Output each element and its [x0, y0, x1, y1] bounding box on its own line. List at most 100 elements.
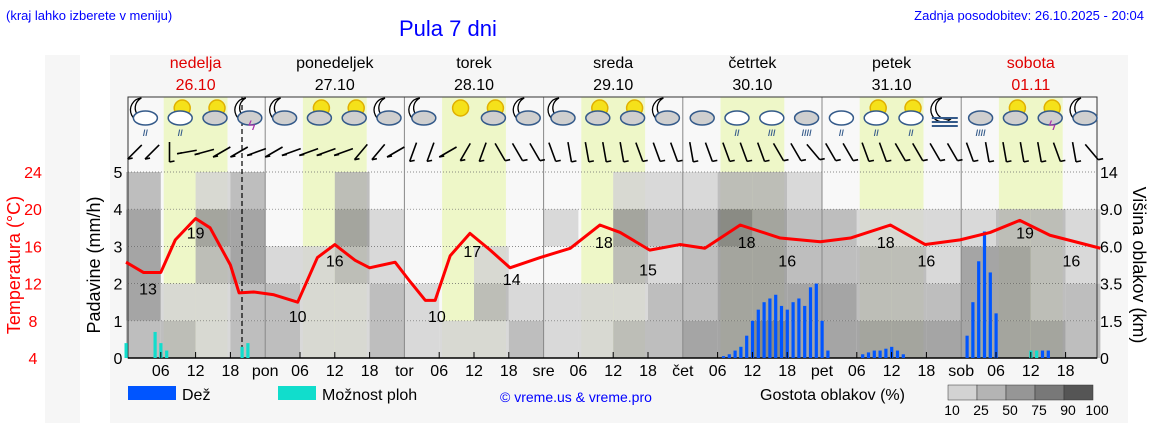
rain-drops: ///: [768, 128, 776, 138]
barb-flag: [504, 158, 511, 162]
x-tick-label: 12: [326, 363, 344, 380]
barb-staff: [494, 142, 506, 162]
wind-barb-icon: [984, 142, 995, 163]
x-tick-label: 18: [778, 363, 796, 380]
temperature-label: 10: [428, 309, 446, 326]
rain-bar: [895, 350, 900, 358]
cloud-cell: [891, 283, 927, 321]
x-tick-label: 18: [918, 363, 936, 380]
x-day-label: pet: [811, 363, 834, 380]
cloud-cell: [856, 283, 892, 321]
moon-cloud-icon: [408, 97, 437, 126]
barb-staff: [478, 142, 487, 162]
sun-cloud-light-rain-icon: //: [167, 99, 193, 138]
cloud-cell: [195, 246, 231, 284]
wind-barb-icon: [669, 142, 683, 163]
x-tick-label: 18: [361, 363, 379, 380]
cloud-height-tick-label: 0: [1100, 351, 1109, 368]
barb-staff: [353, 143, 368, 161]
barb-flag: [819, 157, 825, 161]
cloud-legend-swatch: [1005, 384, 1036, 401]
cloud-shape: [654, 110, 681, 126]
cloud-shape: [689, 110, 715, 126]
barb-flag: [988, 160, 995, 163]
sun-cloud-thunder-icon: ϟ: [1037, 99, 1063, 133]
wind-barb-icon: [842, 142, 859, 162]
rain-bar: [797, 298, 801, 358]
barb-staff: [842, 142, 854, 162]
cloud-cell: [648, 283, 683, 321]
rain-bar: [739, 346, 743, 358]
wind-barb-icon: [912, 142, 928, 162]
cloud-cell: [961, 209, 996, 247]
moon-cloud-icon: [269, 97, 298, 126]
moon-cloud-icon: [1069, 97, 1098, 126]
credit-link[interactable]: © vreme.us & vreme.pro: [500, 389, 652, 405]
cloud-icon: [689, 110, 715, 126]
wind-barb-icon: [548, 142, 561, 163]
cloud-cell: [717, 246, 753, 284]
cloud-legend-level: 75: [1031, 402, 1047, 418]
cloud-shape: [202, 110, 228, 126]
barb-flag: [800, 158, 807, 162]
barb-flag: [265, 155, 271, 158]
barb-staff: [722, 142, 731, 162]
wind-barb-icon: [281, 147, 301, 157]
wind-barb-icon: [825, 142, 841, 162]
barb-flag: [693, 160, 699, 163]
cloud-shape: [619, 110, 646, 126]
wind-barb-icon: [353, 143, 368, 161]
cloud-cell: [334, 320, 370, 358]
barb-staff: [929, 142, 941, 162]
cloud-legend-level: 25: [973, 402, 989, 418]
barb-flag: [1060, 159, 1066, 163]
barb-staff: [584, 142, 590, 162]
wind-barb-icon: [772, 142, 789, 162]
barb-staff: [894, 142, 906, 162]
barb-staff: [1002, 142, 1008, 162]
cloud-cell: [682, 209, 718, 247]
temperature-label: 14: [503, 272, 521, 289]
wind-barb-icon: [386, 146, 405, 158]
cloud-legend-swatch: [947, 384, 978, 401]
wind-barb-icon: [704, 142, 718, 163]
x-tick-label: 06: [570, 363, 588, 380]
cloud-cell: [195, 209, 231, 247]
rain-tick-label: 4: [114, 202, 123, 219]
day-name: sreda: [593, 55, 633, 72]
wind-barb-icon: [1019, 142, 1029, 163]
barb-flag: [386, 155, 393, 158]
cloud-cell: [1065, 320, 1101, 358]
cloud-cell: [648, 246, 683, 284]
page-title: Pula 7 dni: [399, 16, 497, 41]
cloud-legend-level: 100: [1085, 402, 1109, 418]
barb-staff: [825, 142, 837, 162]
barb-staff: [567, 142, 573, 162]
x-tick-label: 06: [848, 363, 866, 380]
moon-cloud-icon: [651, 97, 681, 126]
lightning-shape: ϟ: [248, 117, 256, 133]
day-name: sobota: [1007, 55, 1055, 72]
rain-drops: //: [734, 128, 740, 138]
cloud-cell: [404, 320, 440, 358]
rain-bar: [727, 354, 731, 358]
cloud-shape: [550, 110, 576, 126]
barb-flag: [1023, 160, 1029, 163]
sun-cloud-icon: [480, 99, 507, 126]
barb-staff: [1052, 142, 1062, 162]
wind-barb-icon: [584, 142, 594, 163]
barb-flag: [939, 158, 946, 162]
temperature-label: 16: [778, 253, 796, 270]
sun-cloud-light-rain-icon: //: [898, 99, 924, 138]
cloud-cell: [404, 283, 440, 321]
x-tick-label: 06: [430, 363, 448, 380]
barb-staff: [878, 142, 888, 162]
wind-barb-icon: [371, 143, 386, 161]
wind-barb-icon: [1036, 142, 1047, 163]
barb-staff: [371, 143, 386, 161]
last-updated: Zadnja posodobitev: 26.10.2025 - 20:04: [914, 8, 1144, 23]
cloud-shape: [793, 110, 820, 126]
barb-staff: [772, 142, 785, 162]
shower-bar: [159, 343, 163, 358]
shower-bar: [124, 343, 128, 358]
